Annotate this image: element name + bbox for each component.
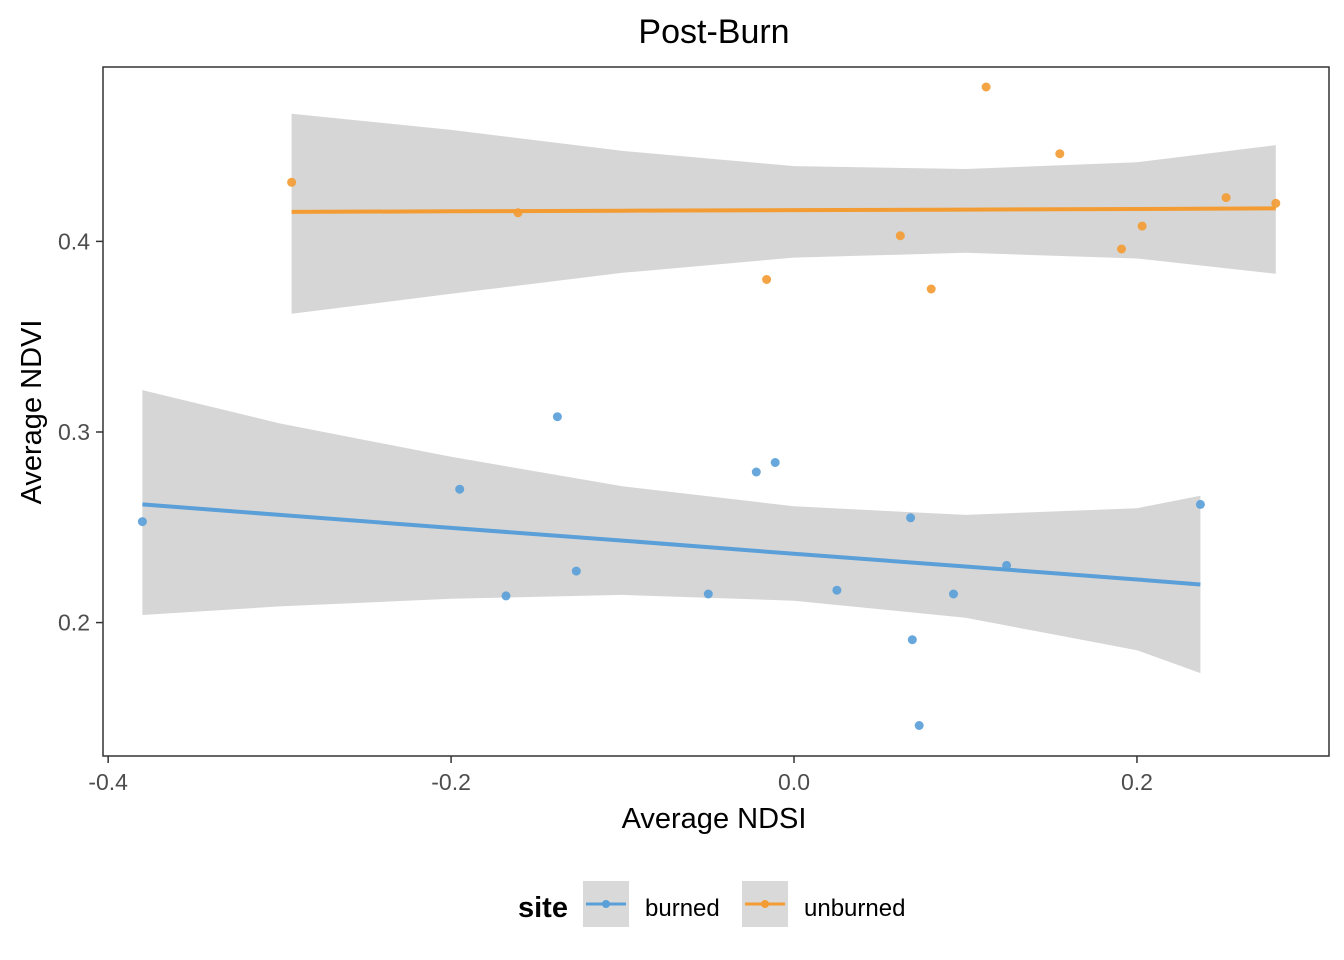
x-tick-label: -0.4 (88, 769, 128, 795)
y-axis-label: Average NDVI (16, 320, 48, 505)
y-axis: 0.2 0.3 0.4 (58, 228, 103, 635)
data-point-burned-5 (704, 590, 713, 599)
data-point-burned-6 (752, 468, 761, 477)
chart-title: Post-Burn (638, 13, 789, 51)
legend: site burned unburned (518, 881, 905, 927)
data-point-unburned-9 (1222, 193, 1231, 202)
y-tick-label: 0.4 (58, 228, 90, 254)
data-point-unburned-2 (762, 275, 771, 284)
plot-panel (103, 67, 1329, 756)
data-point-unburned-1 (514, 208, 523, 217)
x-tick-label: -0.2 (431, 769, 471, 795)
legend-label-unburned: unburned (804, 895, 905, 922)
data-point-burned-10 (908, 635, 917, 644)
data-point-burned-9 (906, 513, 915, 522)
y-tick-label: 0.3 (58, 419, 90, 445)
legend-title: site (518, 892, 568, 924)
legend-label-burned: burned (645, 895, 720, 922)
x-tick-label: 0.2 (1121, 769, 1153, 795)
data-point-unburned-0 (287, 178, 296, 187)
data-point-burned-2 (502, 591, 511, 600)
legend-item-unburned: unburned (742, 881, 905, 927)
data-point-unburned-4 (927, 285, 936, 294)
legend-item-burned: burned (583, 881, 720, 927)
data-point-unburned-3 (896, 231, 905, 240)
data-point-burned-1 (455, 485, 464, 494)
data-point-burned-12 (949, 590, 958, 599)
data-point-burned-4 (572, 567, 581, 576)
x-axis: -0.4 -0.2 0.0 0.2 (88, 756, 1153, 795)
y-tick-label: 0.2 (58, 610, 90, 636)
data-point-burned-11 (915, 721, 924, 730)
data-point-burned-7 (771, 458, 780, 467)
data-point-unburned-10 (1271, 199, 1280, 208)
data-point-unburned-5 (982, 83, 991, 92)
data-point-unburned-6 (1055, 149, 1064, 158)
data-point-burned-8 (832, 586, 841, 595)
data-point-unburned-7 (1117, 245, 1126, 254)
data-point-burned-0 (138, 517, 147, 526)
data-point-burned-14 (1196, 500, 1205, 509)
data-point-burned-13 (1002, 561, 1011, 570)
x-tick-label: 0.0 (778, 769, 810, 795)
data-point-unburned-8 (1138, 222, 1147, 231)
x-axis-label: Average NDSI (622, 803, 807, 835)
legend-key-point-unburned (761, 900, 769, 908)
data-point-burned-3 (553, 412, 562, 421)
legend-key-point-burned (602, 900, 610, 908)
